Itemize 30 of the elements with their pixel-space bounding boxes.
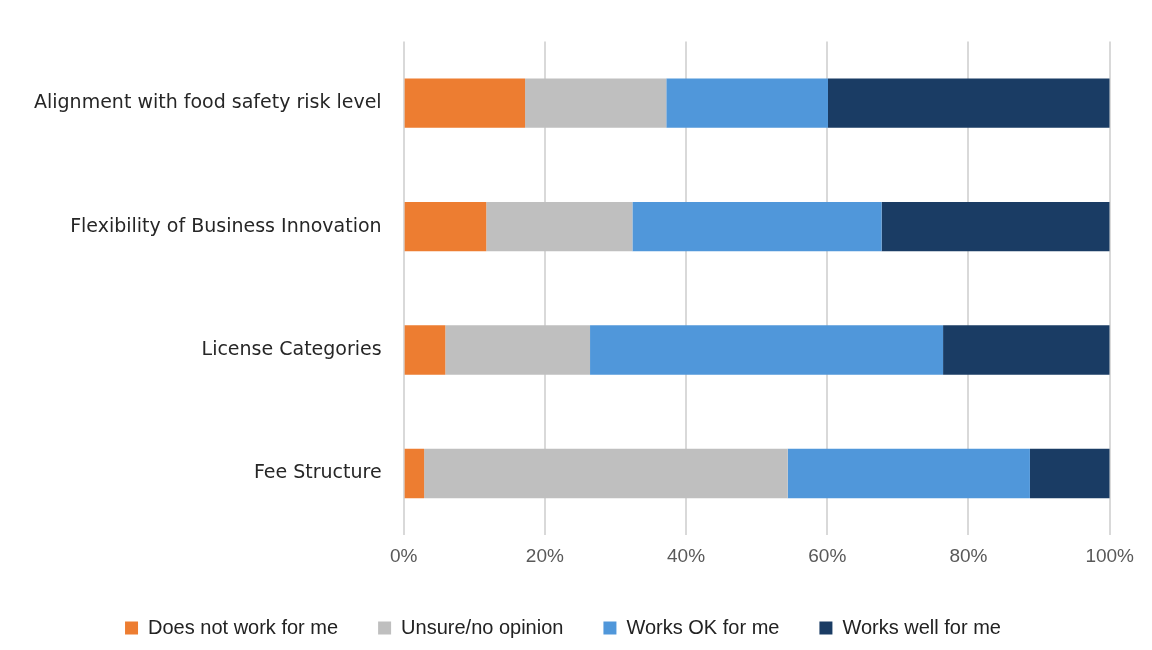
x-tick-label: 100% — [1085, 544, 1135, 566]
bar — [943, 325, 1110, 375]
legend-label: Works well for me — [842, 615, 1001, 638]
x-tick-label: 0% — [389, 544, 418, 566]
bar — [525, 78, 667, 128]
y-tick-label: License Categories — [201, 336, 382, 359]
x-tick-label: 40% — [667, 544, 706, 566]
legend-label: Works OK for me — [626, 615, 780, 638]
bar — [404, 325, 446, 375]
bar — [632, 201, 882, 252]
bar — [404, 448, 425, 499]
bar — [1029, 448, 1110, 499]
legend-label: Does not work for me — [148, 615, 339, 638]
x-tick-label: 60% — [808, 544, 847, 566]
bar — [404, 78, 526, 128]
x-tick-label: 80% — [949, 544, 988, 566]
bar — [590, 325, 944, 375]
bar — [445, 325, 591, 375]
bar — [881, 201, 1110, 252]
bar — [787, 448, 1030, 499]
bar — [486, 201, 633, 252]
bar — [666, 78, 828, 128]
y-tick-label: Alignment with food safety risk level — [34, 90, 382, 113]
y-tick-label: Fee Structure — [253, 460, 382, 483]
y-tick-label: Flexibility of Business Innovation — [70, 213, 382, 236]
bar — [404, 201, 487, 252]
legend-label: Unsure/no opinion — [401, 615, 564, 638]
bar — [424, 448, 788, 499]
x-tick-label: 20% — [525, 544, 564, 566]
bar — [827, 78, 1110, 128]
